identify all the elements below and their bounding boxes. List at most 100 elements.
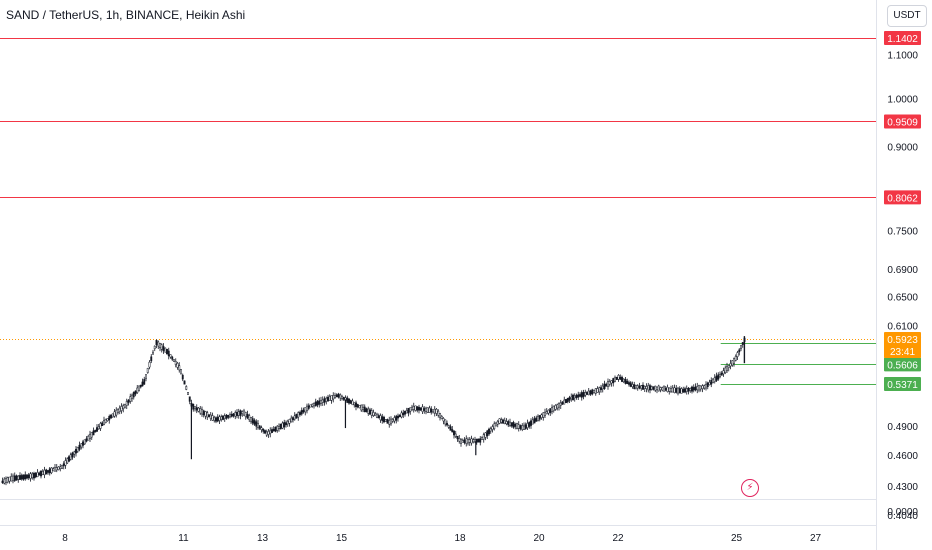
candle-body: [146, 368, 149, 373]
candle-body: [635, 385, 637, 389]
candle-body: [323, 398, 326, 403]
candle-body: [285, 422, 287, 426]
candle-body: [622, 378, 625, 382]
candle-body: [316, 401, 319, 406]
candle-body: [545, 411, 548, 415]
candle-body: [201, 409, 203, 415]
candle-body: [166, 348, 168, 355]
candle-body: [615, 376, 618, 380]
candle-body: [374, 413, 377, 417]
candle-body: [472, 439, 475, 443]
candle-body: [38, 472, 41, 476]
candle-body: [250, 416, 252, 422]
candle-body: [383, 416, 385, 423]
candle-body: [626, 380, 629, 385]
candle-body: [509, 421, 511, 426]
candle-body: [185, 386, 188, 390]
candle-body: [694, 386, 697, 391]
candle-body: [3, 478, 6, 484]
candle-body: [687, 387, 690, 392]
candle-body: [607, 381, 609, 387]
candle-body: [216, 416, 219, 422]
candle-body: [720, 372, 723, 376]
candle-body: [50, 467, 53, 473]
candle-body: [575, 394, 578, 398]
candle-body: [251, 418, 254, 424]
y-tick-label: 1.1000: [887, 50, 918, 61]
candle-body: [647, 385, 650, 391]
candle-body: [194, 406, 196, 409]
lightning-icon[interactable]: ⚡: [741, 479, 759, 497]
candle-body: [715, 375, 718, 381]
candle-body: [346, 397, 349, 403]
candle-body: [243, 410, 245, 416]
y-tick-label: 0.4600: [887, 451, 918, 462]
symbol-title: SAND / TetherUS, 1h, BINANCE, Heikin Ash…: [6, 8, 246, 22]
candle-body: [489, 428, 492, 432]
candle-body: [330, 395, 333, 401]
candle-body: [601, 385, 604, 390]
candle-body: [325, 397, 328, 402]
candle-body: [5, 478, 7, 483]
candle-body: [321, 399, 324, 403]
candle-body: [498, 418, 501, 424]
candle-body: [640, 385, 643, 389]
candle-body: [621, 376, 623, 382]
candle-body: [99, 423, 102, 429]
candle-body: [444, 419, 447, 425]
candle-body: [293, 415, 296, 420]
candle-body: [129, 396, 132, 402]
level-price-tag-bg: [884, 190, 921, 205]
price-labels: 1.14020.95090.80620.58690.56060.53710.59…: [884, 31, 921, 391]
candle-body: [544, 411, 546, 416]
candle-body: [304, 407, 307, 413]
candle-body: [542, 412, 545, 418]
candle-body: [117, 409, 119, 413]
candle-body: [650, 386, 653, 390]
candle-body: [131, 394, 133, 399]
candle-body: [314, 401, 317, 407]
price-axis[interactable]: 1.1000 1.0000 0.9000 0.7500 0.6900 0.6500 0.61…: [887, 50, 918, 521]
candle-body: [486, 430, 489, 437]
horizontal-levels: [0, 38, 876, 385]
candle-body: [559, 402, 562, 406]
candle-body: [467, 438, 469, 444]
candle-body: [447, 425, 450, 428]
candle-body: [456, 435, 459, 440]
candle-body: [311, 403, 314, 407]
candle-body: [139, 384, 142, 388]
candle-body: [115, 409, 118, 416]
candle-body: [10, 476, 13, 482]
candle-body: [152, 351, 154, 355]
candle-body: [262, 429, 265, 432]
candle-body: [565, 399, 567, 404]
candle-body: [379, 415, 382, 421]
candle-body: [278, 426, 280, 429]
time-axis[interactable]: 8 11 13 15 18 20 22 25 27: [62, 533, 821, 544]
candle-body: [143, 379, 146, 385]
candle-body: [642, 384, 644, 390]
candle-body: [52, 468, 55, 472]
candle-body: [125, 401, 128, 406]
candle-body: [169, 354, 172, 358]
x-tick-label: 22: [612, 533, 624, 544]
candle-body: [173, 359, 175, 362]
candle-body: [327, 396, 329, 402]
candle-body: [153, 345, 156, 350]
candle-body: [689, 388, 692, 391]
candle-body: [454, 433, 457, 437]
candle-body: [337, 393, 340, 398]
candle-body: [355, 402, 357, 408]
candle-body: [416, 406, 419, 411]
candle-body: [365, 408, 368, 413]
candle-body: [27, 474, 30, 479]
candle-body: [691, 386, 693, 392]
candle-body: [269, 430, 272, 434]
candle-body: [335, 394, 338, 398]
candle-body: [460, 439, 462, 444]
currency-button[interactable]: USDT: [887, 5, 927, 27]
candle-body: [92, 430, 95, 436]
candle-body: [729, 363, 732, 367]
